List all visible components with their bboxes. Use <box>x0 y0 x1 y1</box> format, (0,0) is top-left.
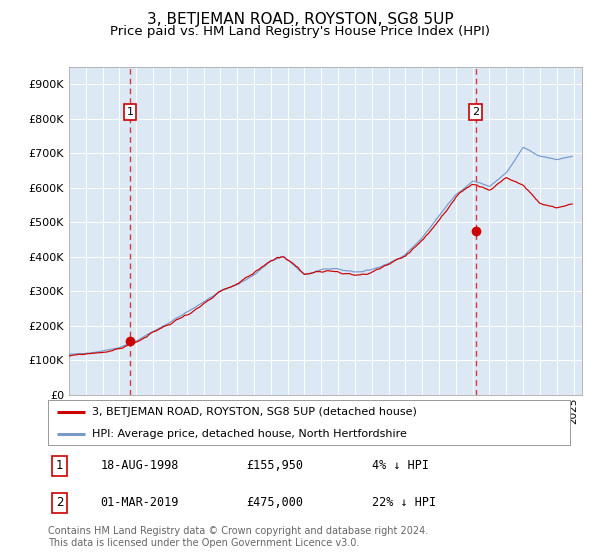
Text: 3, BETJEMAN ROAD, ROYSTON, SG8 5UP: 3, BETJEMAN ROAD, ROYSTON, SG8 5UP <box>146 12 454 27</box>
Text: 1: 1 <box>127 107 134 117</box>
Text: 22% ↓ HPI: 22% ↓ HPI <box>371 496 436 510</box>
Text: 3, BETJEMAN ROAD, ROYSTON, SG8 5UP (detached house): 3, BETJEMAN ROAD, ROYSTON, SG8 5UP (deta… <box>92 407 417 417</box>
Text: 2: 2 <box>56 496 63 510</box>
Text: 1: 1 <box>56 459 63 473</box>
Text: Contains HM Land Registry data © Crown copyright and database right 2024.
This d: Contains HM Land Registry data © Crown c… <box>48 526 428 548</box>
Text: Price paid vs. HM Land Registry's House Price Index (HPI): Price paid vs. HM Land Registry's House … <box>110 25 490 38</box>
Text: HPI: Average price, detached house, North Hertfordshire: HPI: Average price, detached house, Nort… <box>92 428 407 438</box>
Text: 01-MAR-2019: 01-MAR-2019 <box>100 496 179 510</box>
Text: £475,000: £475,000 <box>247 496 304 510</box>
Text: 18-AUG-1998: 18-AUG-1998 <box>100 459 179 473</box>
Text: £155,950: £155,950 <box>247 459 304 473</box>
Text: 2: 2 <box>472 107 479 117</box>
Text: 4% ↓ HPI: 4% ↓ HPI <box>371 459 428 473</box>
